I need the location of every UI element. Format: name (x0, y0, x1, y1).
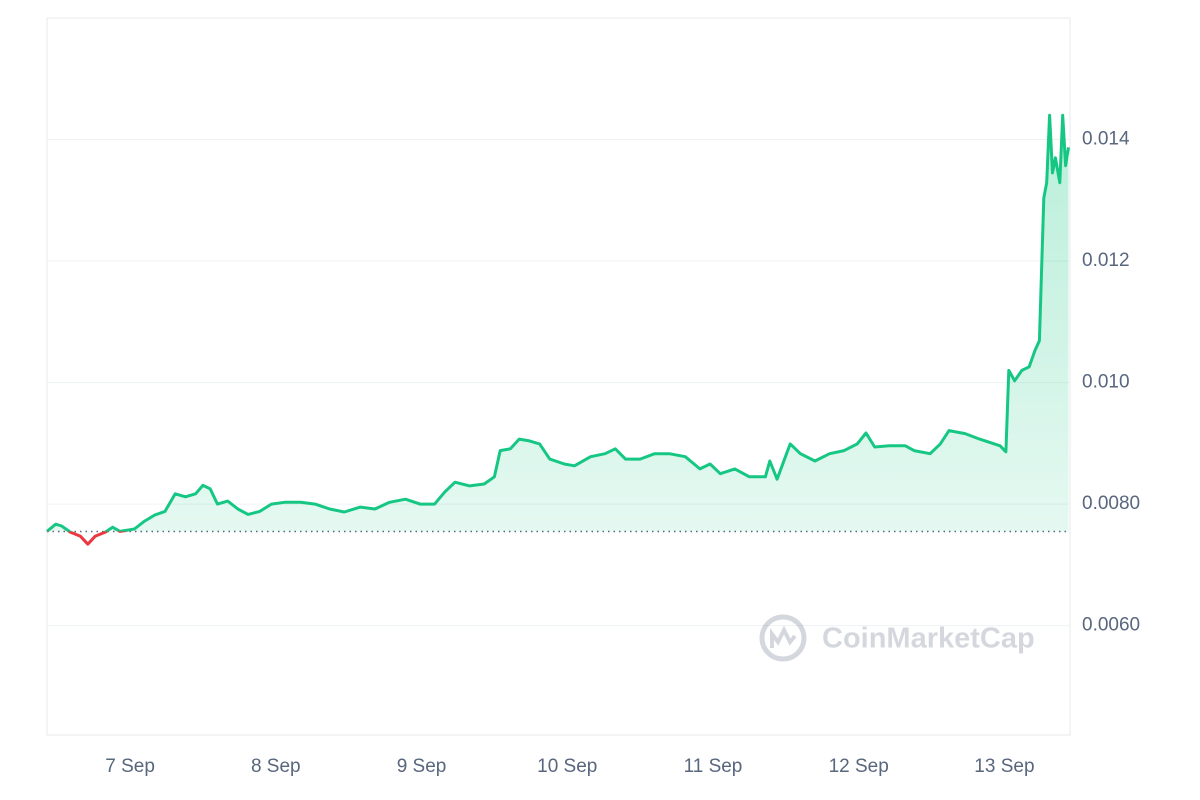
x-tick-label: 13 Sep (974, 756, 1034, 777)
y-tick-label: 0.0080 (1082, 493, 1140, 514)
x-tick-label: 10 Sep (537, 756, 597, 777)
x-tick-label: 11 Sep (684, 756, 743, 777)
x-tick-label: 9 Sep (397, 756, 447, 777)
watermark: CoinMarketCap (822, 623, 1035, 655)
area-fill (47, 115, 1069, 532)
y-tick-label: 0.010 (1082, 372, 1130, 393)
price-line (46, 113, 1070, 532)
x-tick-label: 12 Sep (829, 756, 889, 777)
y-tick-label: 0.014 (1082, 129, 1130, 150)
watermark-logo (759, 614, 807, 662)
y-tick-label: 0.0060 (1082, 615, 1140, 636)
x-tick-label: 7 Sep (105, 756, 155, 777)
y-tick-label: 0.012 (1082, 250, 1130, 271)
x-tick-label: 8 Sep (251, 756, 301, 777)
plot-frame (46, 17, 1071, 736)
